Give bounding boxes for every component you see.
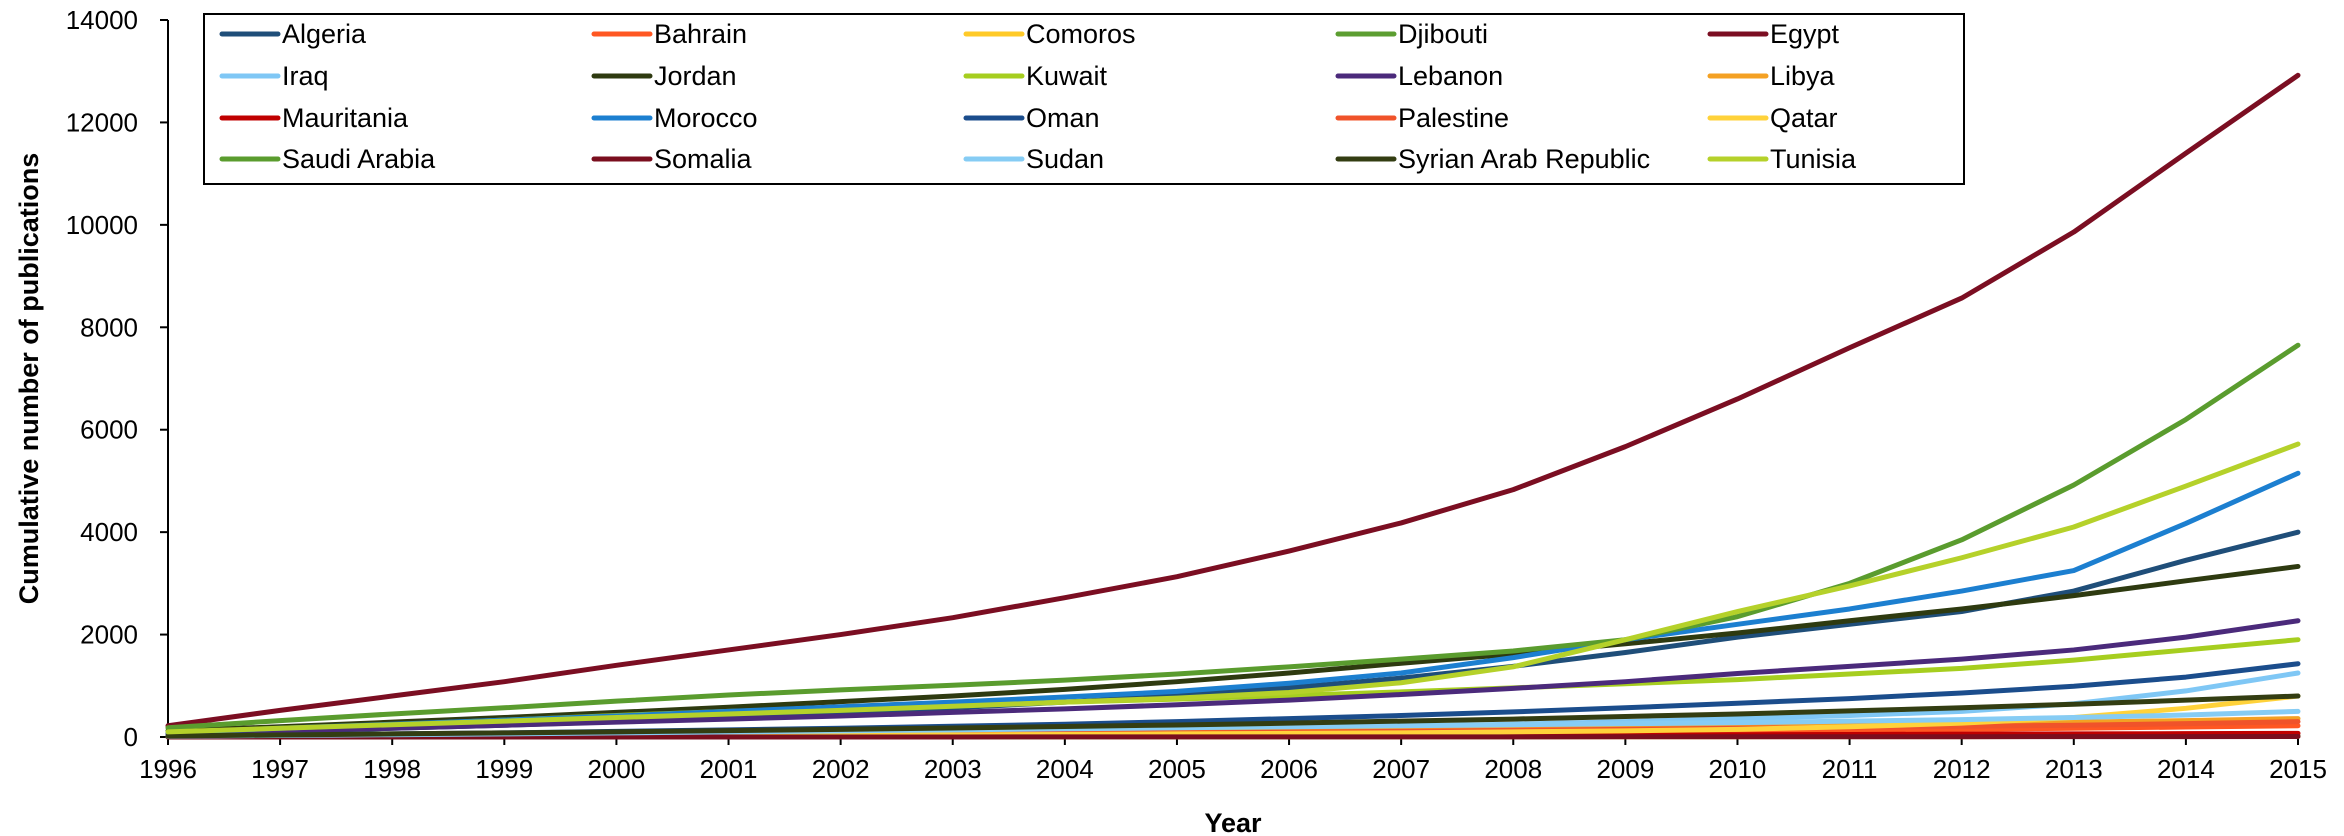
series-lines [165,72,2301,740]
series-line-egypt [165,72,2301,729]
legend-label-sudan: Sudan [1026,144,1104,174]
series-line-saudi-arabia [165,342,2301,731]
x-tick-label: 1999 [475,754,533,784]
legend-label-morocco: Morocco [654,103,758,133]
x-tick-label: 2008 [1484,754,1542,784]
legend-label-somalia: Somalia [654,144,753,174]
x-tick-label: 1997 [251,754,309,784]
x-tick-label: 1996 [139,754,197,784]
x-tick-label: 2014 [2157,754,2215,784]
y-tick-label: 8000 [80,312,138,342]
legend-label-tunisia: Tunisia [1770,144,1857,174]
legend-label-lebanon: Lebanon [1398,61,1503,91]
y-tick-label: 0 [124,722,138,752]
series-line-jordan [165,563,2301,734]
legend-items: Algeria Bahrain Comoros Djibouti Egypt Iraq Jo… [219,19,1857,174]
y-tick-label: 6000 [80,415,138,445]
legend-label-libya: Libya [1770,61,1836,91]
x-axis: 1996 1997 1998 1999 2000 2001 2002 2003 2004 2005… [139,736,2327,836]
x-tick-label: 2011 [1822,754,1878,784]
legend-label-iraq: Iraq [282,61,329,91]
x-tick-label: 2010 [1709,754,1767,784]
series-line-syrian-arab-republic [165,693,2301,739]
y-tick-label: 12000 [66,107,138,137]
legend-label-palestine: Palestine [1398,103,1509,133]
legend-label-qatar: Qatar [1770,103,1838,133]
y-tick-labels: 0 2000 4000 6000 8000 10000 12000 14000 [66,5,168,752]
x-tick-label: 2005 [1148,754,1206,784]
legend-box [203,13,1965,185]
x-tick-labels: 1996 1997 1998 1999 2000 2001 2002 2003 2004 2005… [139,737,2327,784]
legend: Algeria Bahrain Comoros Djibouti Egypt Iraq Jo… [203,13,1965,185]
x-tick-label: 2003 [924,754,982,784]
legend-label-egypt: Egypt [1770,19,1840,49]
x-tick-label: 2012 [1933,754,1991,784]
series-line-tunisia [165,441,2301,735]
y-tick-label: 10000 [66,210,138,240]
x-tick-label: 2000 [587,754,645,784]
x-tick-label: 2001 [700,754,758,784]
x-tick-label: 2013 [2045,754,2103,784]
x-tick-label: 2015 [2269,754,2327,784]
legend-label-syrian-arab-republic: Syrian Arab Republic [1398,144,1650,174]
x-tick-label: 2002 [812,754,870,784]
legend-label-mauritania: Mauritania [282,103,409,133]
y-axis: 0 2000 4000 6000 8000 10000 12000 14000 Cumulat… [14,5,169,752]
legend-label-djibouti: Djibouti [1398,19,1488,49]
legend-label-kuwait: Kuwait [1026,61,1108,91]
legend-label-comoros: Comoros [1026,19,1136,49]
x-tick-label: 2004 [1036,754,1094,784]
y-tick-label: 14000 [66,5,138,35]
legend-label-algeria: Algeria [282,19,367,49]
x-tick-label: 1998 [363,754,421,784]
x-axis-title: Year [1204,808,1262,836]
series-line-lebanon [165,618,2301,736]
x-tick-label: 2007 [1372,754,1430,784]
x-tick-label: 2006 [1260,754,1318,784]
legend-label-oman: Oman [1026,103,1100,133]
legend-label-jordan: Jordan [654,61,737,91]
y-tick-label: 2000 [80,620,138,650]
legend-label-saudi-arabia: Saudi Arabia [282,144,436,174]
y-tick-label: 4000 [80,517,138,547]
x-tick-label: 2009 [1596,754,1654,784]
legend-label-bahrain: Bahrain [654,19,747,49]
y-axis-title: Cumulative number of publications [14,153,44,605]
